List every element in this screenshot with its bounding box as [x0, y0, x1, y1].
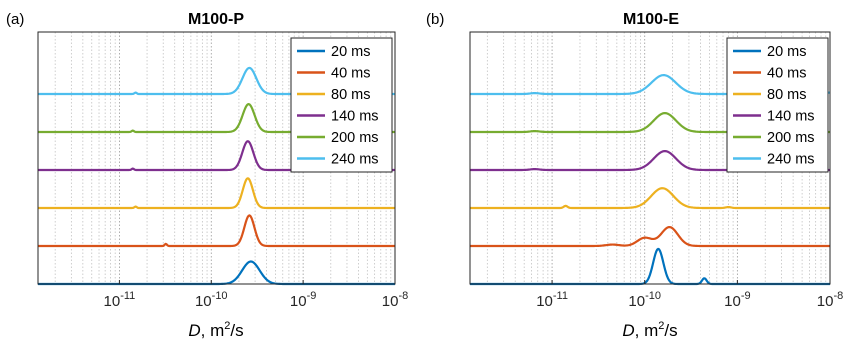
series-line-40-ms [469, 225, 831, 248]
plot-frame-a [37, 31, 396, 285]
x-tick-label: 10-9 [724, 290, 750, 310]
legend-label: 80 ms [767, 87, 807, 103]
legend-label: 140 ms [767, 109, 815, 125]
panel-label-b: (b) [426, 11, 444, 28]
legend-label: 40 ms [767, 66, 807, 82]
panel-label-a: (a) [6, 11, 24, 28]
series-line-80-ms [37, 177, 396, 210]
x-axis-label-b: D, m2/s [622, 320, 677, 340]
x-axis-label-text: , m [635, 321, 659, 340]
series-line-20-ms [469, 247, 831, 286]
x-axis-label-exponent: 2 [658, 320, 664, 332]
legend-a: 20 ms 40 ms 80 ms 140 ms 200 ms 240 ms [290, 37, 393, 173]
x-tick-label: 10-10 [628, 290, 661, 310]
x-tick-label: 10-11 [536, 290, 568, 310]
legend-label: 140 ms [331, 109, 379, 125]
x-axis-label-symbol: D [188, 321, 200, 340]
legend-label: 40 ms [331, 66, 371, 82]
legend-label: 200 ms [767, 130, 815, 146]
x-axis-label-a: D, m2/s [188, 320, 243, 340]
x-axis-label-unit: /s [664, 321, 677, 340]
legend-label: 20 ms [331, 44, 371, 60]
x-tick-label: 10-9 [290, 290, 316, 310]
x-tick-label: 10-8 [382, 290, 408, 310]
x-tick-label: 10-8 [817, 290, 843, 310]
series-line-80-ms [469, 187, 831, 210]
legend-label: 200 ms [331, 130, 379, 146]
panel-m100-e: (b) M100-E 10-11 10-10 10-9 10-8 20 ms 40 ms… [426, 11, 843, 340]
legend-box [726, 37, 829, 173]
x-axis-label-symbol: D [622, 321, 634, 340]
panel-title-a: M100-P [188, 11, 244, 28]
panel-m100-p: (a) M100-P 10-11 10-10 10-9 10-8 20 ms 40 ms… [6, 11, 408, 340]
x-axis-label-exponent: 2 [224, 320, 230, 332]
legend-b: 20 ms 40 ms 80 ms 140 ms 200 ms 240 ms [726, 37, 829, 173]
x-tick-labels-b: 10-11 10-10 10-9 10-8 [536, 280, 843, 310]
x-tick-label: 10-11 [104, 290, 136, 310]
series-line-40-ms [37, 214, 396, 248]
legend-label: 80 ms [331, 87, 371, 103]
plot-frame-b [469, 31, 831, 285]
panel-title-b: M100-E [623, 11, 679, 28]
x-axis-label-text: , m [201, 321, 225, 340]
legend-label: 240 ms [767, 152, 815, 168]
legend-label: 240 ms [331, 152, 379, 168]
x-tick-label: 10-10 [195, 290, 228, 310]
legend-label: 20 ms [767, 44, 807, 60]
x-axis-label-unit: /s [230, 321, 243, 340]
legend-box [290, 37, 393, 173]
x-tick-labels-a: 10-11 10-10 10-9 10-8 [104, 280, 408, 310]
